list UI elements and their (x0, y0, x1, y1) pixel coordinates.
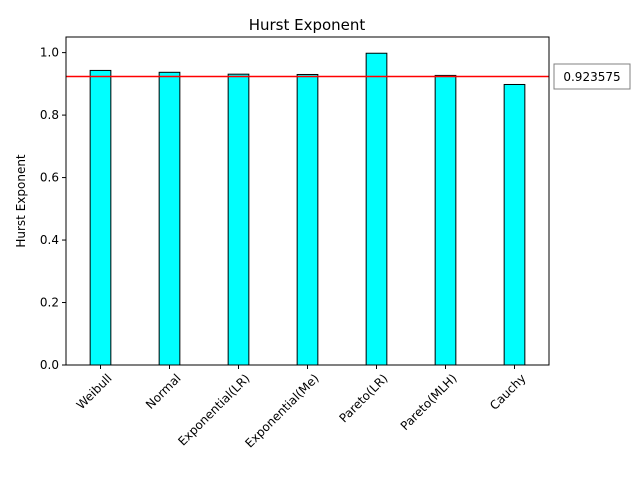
bar-exponential-me (296, 73, 319, 366)
bar-pareto-mlh (434, 74, 457, 366)
y-tick-label: 0.6 (40, 171, 59, 185)
bar-normal (158, 71, 181, 366)
chart-title: Hurst Exponent (249, 16, 366, 34)
y-tick-label: 0.2 (40, 296, 59, 310)
y-tick-label: 0.0 (40, 358, 59, 372)
y-axis-label: Hurst Exponent (14, 154, 28, 248)
y-axis: 0.0 0.2 0.4 0.6 0.8 1.0 (40, 46, 66, 372)
bar-exponential-lr (227, 73, 250, 366)
bar-weibull (89, 69, 112, 366)
bar-pareto-lr (365, 52, 388, 366)
reference-value-box-frame (553, 63, 631, 90)
bar-cauchy (503, 83, 526, 366)
reference-value-box: 0.923575 (553, 63, 631, 90)
y-tick-label: 0.4 (40, 233, 59, 247)
bars-group (89, 52, 526, 366)
y-tick-label: 1.0 (40, 46, 59, 60)
y-tick-label: 0.8 (40, 108, 59, 122)
reference-value-label: 0.923575 (563, 70, 620, 84)
